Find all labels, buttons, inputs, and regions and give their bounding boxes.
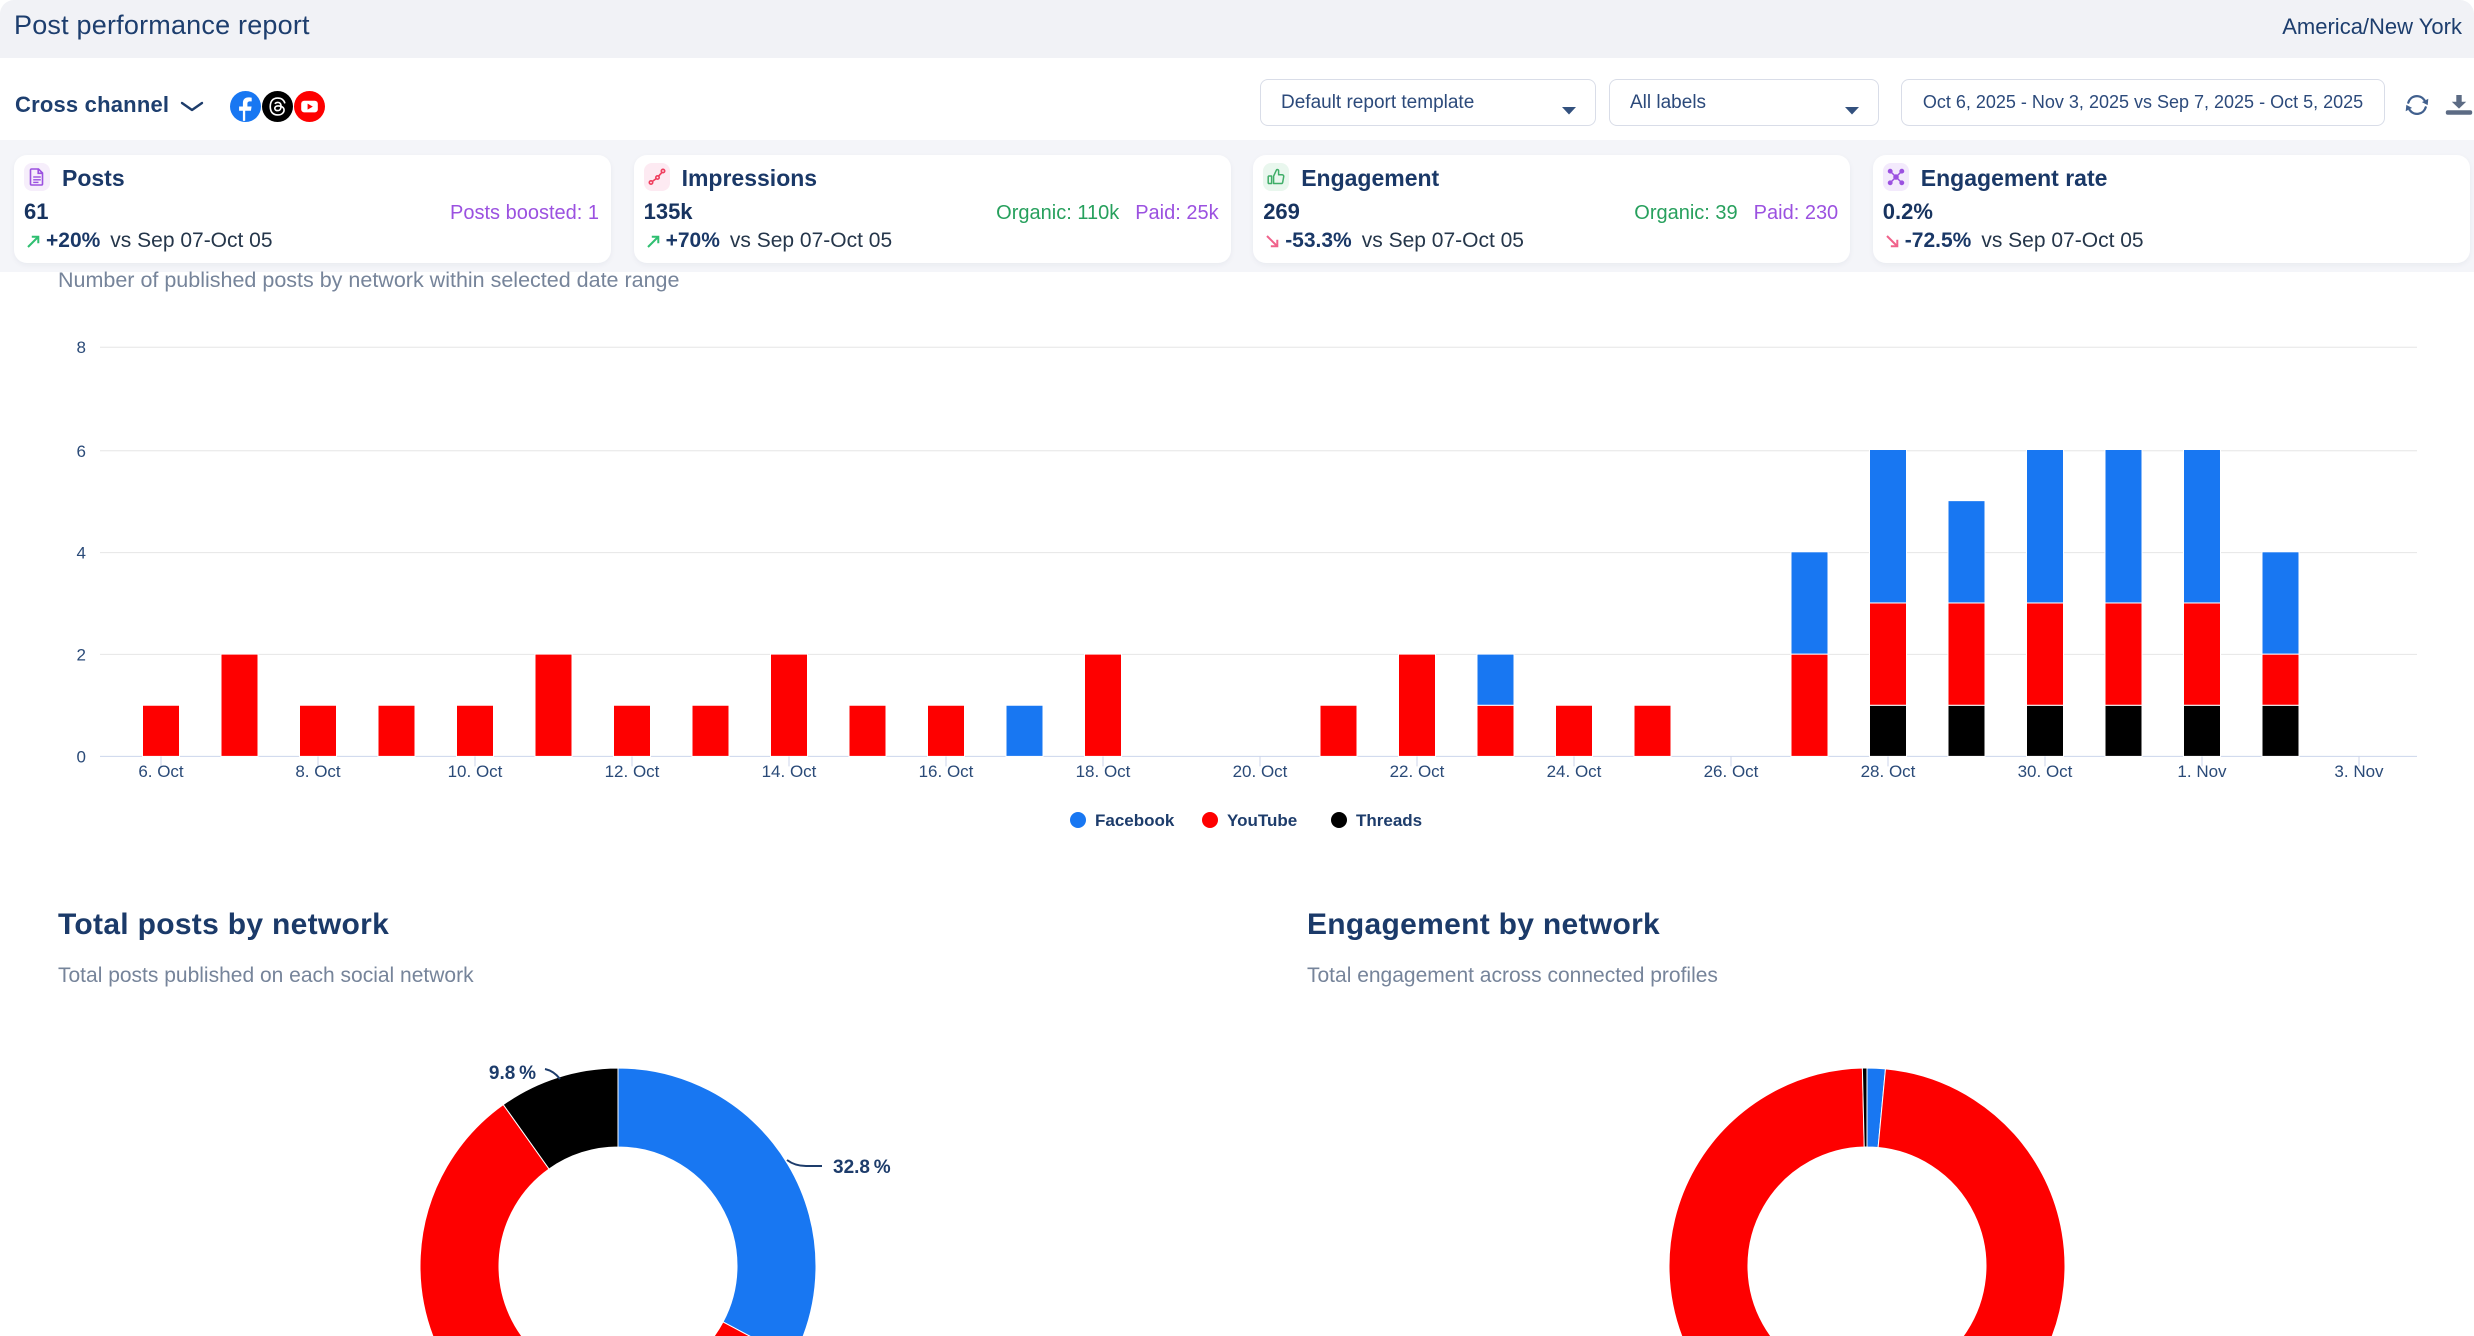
svg-text:30. Oct: 30. Oct: [2018, 762, 2073, 781]
svg-text:32.8 %: 32.8 %: [833, 1157, 891, 1178]
svg-text:20. Oct: 20. Oct: [1233, 762, 1288, 781]
svg-text:2: 2: [77, 645, 86, 664]
svg-text:YouTube: YouTube: [1227, 811, 1297, 830]
svg-text:26. Oct: 26. Oct: [1704, 762, 1759, 781]
svg-text:1. Nov: 1. Nov: [2177, 762, 2227, 781]
svg-text:Facebook: Facebook: [1095, 811, 1175, 830]
svg-text:8: 8: [77, 338, 86, 357]
svg-text:10. Oct: 10. Oct: [448, 762, 503, 781]
svg-text:4: 4: [77, 544, 86, 563]
svg-text:18. Oct: 18. Oct: [1076, 762, 1131, 781]
svg-text:9.8 %: 9.8 %: [489, 1063, 536, 1084]
svg-text:3. Nov: 3. Nov: [2334, 762, 2384, 781]
svg-text:6: 6: [77, 442, 86, 461]
svg-text:0: 0: [77, 747, 86, 766]
svg-text:14. Oct: 14. Oct: [762, 762, 817, 781]
svg-text:8. Oct: 8. Oct: [295, 762, 341, 781]
svg-text:28. Oct: 28. Oct: [1861, 762, 1916, 781]
svg-text:16. Oct: 16. Oct: [919, 762, 974, 781]
svg-text:12. Oct: 12. Oct: [605, 762, 660, 781]
svg-text:6. Oct: 6. Oct: [138, 762, 184, 781]
svg-text:Threads: Threads: [1356, 811, 1422, 830]
svg-text:24. Oct: 24. Oct: [1547, 762, 1602, 781]
svg-text:22. Oct: 22. Oct: [1390, 762, 1445, 781]
